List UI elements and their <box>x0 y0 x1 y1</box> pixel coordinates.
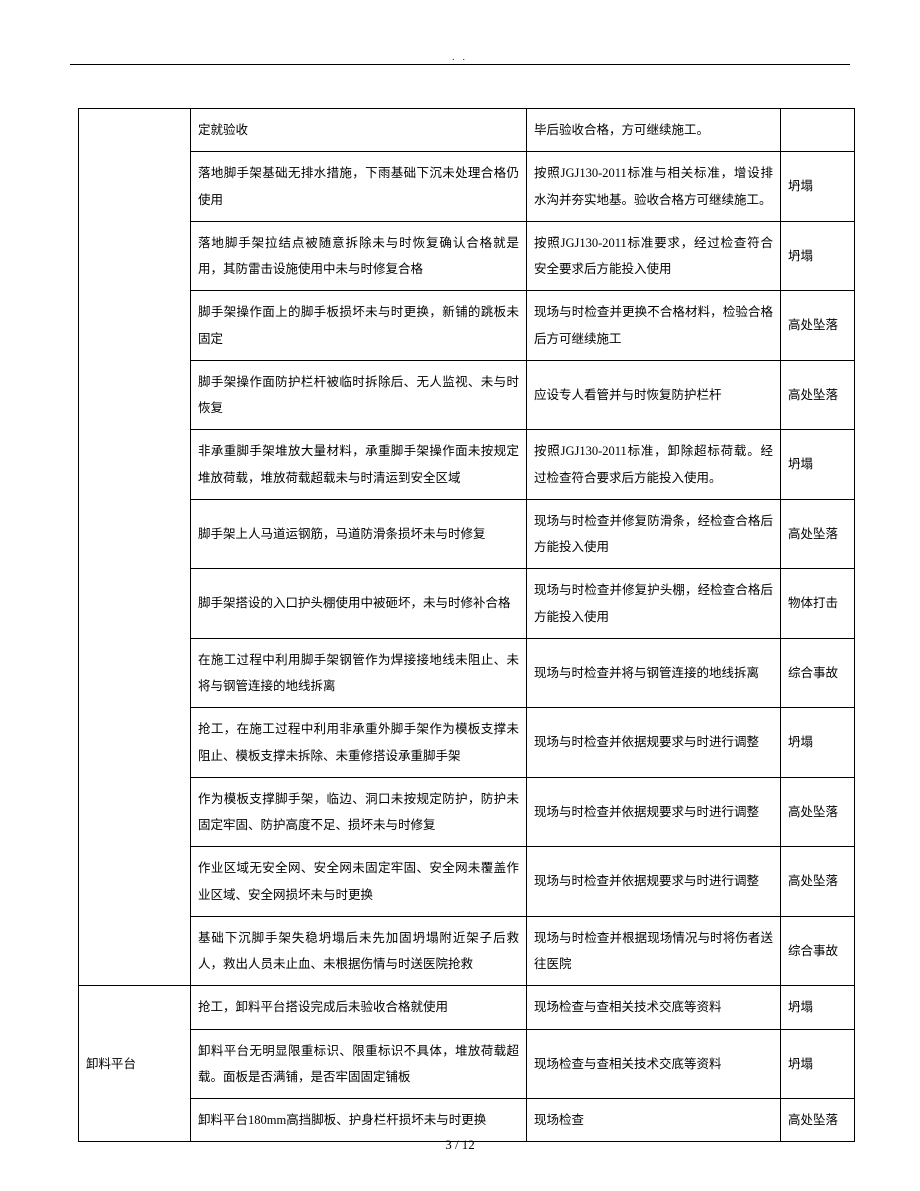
table-cell: 现场检查 <box>527 1099 781 1142</box>
table-cell: 非承重脚手架堆放大量材料，承重脚手架操作面未按规定堆放荷载，堆放荷载超载未与时清… <box>191 430 527 500</box>
table-row: 脚手架操作面防护栏杆被临时拆除后、无人监视、未与时恢复应设专人看管并与时恢复防护… <box>79 360 855 430</box>
table-cell: 抢工，卸料平台搭设完成后未验收合格就使用 <box>191 986 527 1029</box>
table-cell: 按照JGJ130-2011标准与相关标准，增设排水沟并夯实地基。验收合格方可继续… <box>527 152 781 222</box>
table-row: 卸料平台180mm高挡脚板、护身栏杆损坏未与时更换现场检查高处坠落 <box>79 1099 855 1142</box>
table-cell: 现场与时检查并更换不合格材料，检验合格后方可继续施工 <box>527 291 781 361</box>
header-rule <box>70 64 850 65</box>
table-row: 抢工，在施工过程中利用非承重外脚手架作为模板支撑未阻止、模板支撑未拆除、未重修搭… <box>79 708 855 778</box>
table-cell: 现场与时检查并将与钢管连接的地线拆离 <box>527 638 781 708</box>
table-body: 定就验收毕后验收合格，方可继续施工。落地脚手架基础无排水措施，下雨基础下沉未处理… <box>79 109 855 1142</box>
table-cell: 坍塌 <box>781 1029 855 1099</box>
table-cell: 卸料平台180mm高挡脚板、护身栏杆损坏未与时更换 <box>191 1099 527 1142</box>
table-cell: 应设专人看管并与时恢复防护栏杆 <box>527 360 781 430</box>
table-cell: 坍塌 <box>781 152 855 222</box>
table-cell: 现场与时检查并依据规要求与时进行调整 <box>527 777 781 847</box>
table-cell <box>781 109 855 152</box>
category-cell <box>79 109 191 986</box>
table-cell: 综合事故 <box>781 916 855 986</box>
table-row: 脚手架操作面上的脚手板损坏未与时更换，新铺的跳板未固定现场与时检查并更换不合格材… <box>79 291 855 361</box>
table-row: 在施工过程中利用脚手架钢管作为焊接接地线未阻止、未将与钢管连接的地线拆离现场与时… <box>79 638 855 708</box>
table-cell: 作业区域无安全网、安全网未固定牢固、安全网未覆盖作业区域、安全网损坏未与时更换 <box>191 847 527 917</box>
page-footer: 3 / 12 <box>0 1137 920 1153</box>
table-cell: 坍塌 <box>781 986 855 1029</box>
table-cell: 落地脚手架拉结点被随意拆除未与时恢复确认合格就是用，其防雷击设施使用中未与时修复… <box>191 221 527 291</box>
table-row: 非承重脚手架堆放大量材料，承重脚手架操作面未按规定堆放荷载，堆放荷载超载未与时清… <box>79 430 855 500</box>
table-cell: 现场检查与查相关技术交底等资料 <box>527 986 781 1029</box>
table-cell: 现场与时检查并修复防滑条，经检查合格后方能投入使用 <box>527 499 781 569</box>
table-row: 卸料平台无明显限重标识、限重标识不具体，堆放荷载超载。面板是否满铺，是否牢固固定… <box>79 1029 855 1099</box>
table-cell: 物体打击 <box>781 569 855 639</box>
table-cell: 高处坠落 <box>781 499 855 569</box>
table-row: 落地脚手架拉结点被随意拆除未与时恢复确认合格就是用，其防雷击设施使用中未与时修复… <box>79 221 855 291</box>
table-row: 卸料平台抢工，卸料平台搭设完成后未验收合格就使用现场检查与查相关技术交底等资料坍… <box>79 986 855 1029</box>
document-page: . . 定就验收毕后验收合格，方可继续施工。落地脚手架基础无排水措施，下雨基础下… <box>0 0 920 1191</box>
header-dots: . . <box>0 52 920 62</box>
table-cell: 脚手架搭设的入口护头棚使用中被砸坏，未与时修补合格 <box>191 569 527 639</box>
table-row: 脚手架上人马道运钢筋，马道防滑条损坏未与时修复现场与时检查并修复防滑条，经检查合… <box>79 499 855 569</box>
table-cell: 作为模板支撑脚手架，临边、洞口未按规定防护，防护未固定牢固、防护高度不足、损坏未… <box>191 777 527 847</box>
table-row: 定就验收毕后验收合格，方可继续施工。 <box>79 109 855 152</box>
table-cell: 综合事故 <box>781 638 855 708</box>
table-cell: 抢工，在施工过程中利用非承重外脚手架作为模板支撑未阻止、模板支撑未拆除、未重修搭… <box>191 708 527 778</box>
table-cell: 基础下沉脚手架失稳坍塌后未先加固坍塌附近架子后救人，救出人员未止血、未根据伤情与… <box>191 916 527 986</box>
table-cell: 高处坠落 <box>781 847 855 917</box>
table-cell: 卸料平台无明显限重标识、限重标识不具体，堆放荷载超载。面板是否满铺，是否牢固固定… <box>191 1029 527 1099</box>
table-cell: 现场与时检查并根据现场情况与时将伤者送往医院 <box>527 916 781 986</box>
table-cell: 高处坠落 <box>781 777 855 847</box>
table-cell: 落地脚手架基础无排水措施，下雨基础下沉未处理合格仍使用 <box>191 152 527 222</box>
table-cell: 高处坠落 <box>781 1099 855 1142</box>
table-cell: 坍塌 <box>781 430 855 500</box>
table-cell: 脚手架上人马道运钢筋，马道防滑条损坏未与时修复 <box>191 499 527 569</box>
table-row: 落地脚手架基础无排水措施，下雨基础下沉未处理合格仍使用按照JGJ130-2011… <box>79 152 855 222</box>
table-row: 基础下沉脚手架失稳坍塌后未先加固坍塌附近架子后救人，救出人员未止血、未根据伤情与… <box>79 916 855 986</box>
table-cell: 坍塌 <box>781 221 855 291</box>
table-row: 脚手架搭设的入口护头棚使用中被砸坏，未与时修补合格现场与时检查并修复护头棚，经检… <box>79 569 855 639</box>
table-cell: 现场检查与查相关技术交底等资料 <box>527 1029 781 1099</box>
table-cell: 按照JGJ130-2011标准，卸除超标荷载。经过检查符合要求后方能投入使用。 <box>527 430 781 500</box>
table-cell: 毕后验收合格，方可继续施工。 <box>527 109 781 152</box>
table-cell: 坍塌 <box>781 708 855 778</box>
table-cell: 高处坠落 <box>781 360 855 430</box>
safety-table: 定就验收毕后验收合格，方可继续施工。落地脚手架基础无排水措施，下雨基础下沉未处理… <box>78 108 855 1142</box>
table-cell: 高处坠落 <box>781 291 855 361</box>
table-cell: 现场与时检查并修复护头棚，经检查合格后方能投入使用 <box>527 569 781 639</box>
table-row: 作为模板支撑脚手架，临边、洞口未按规定防护，防护未固定牢固、防护高度不足、损坏未… <box>79 777 855 847</box>
category-cell: 卸料平台 <box>79 986 191 1142</box>
table-cell: 现场与时检查并依据规要求与时进行调整 <box>527 708 781 778</box>
table-cell: 在施工过程中利用脚手架钢管作为焊接接地线未阻止、未将与钢管连接的地线拆离 <box>191 638 527 708</box>
table-cell: 脚手架操作面防护栏杆被临时拆除后、无人监视、未与时恢复 <box>191 360 527 430</box>
table-cell: 现场与时检查并依据规要求与时进行调整 <box>527 847 781 917</box>
table-cell: 按照JGJ130-2011标准要求，经过检查符合安全要求后方能投入使用 <box>527 221 781 291</box>
table-cell: 定就验收 <box>191 109 527 152</box>
table-cell: 脚手架操作面上的脚手板损坏未与时更换，新铺的跳板未固定 <box>191 291 527 361</box>
table-row: 作业区域无安全网、安全网未固定牢固、安全网未覆盖作业区域、安全网损坏未与时更换现… <box>79 847 855 917</box>
